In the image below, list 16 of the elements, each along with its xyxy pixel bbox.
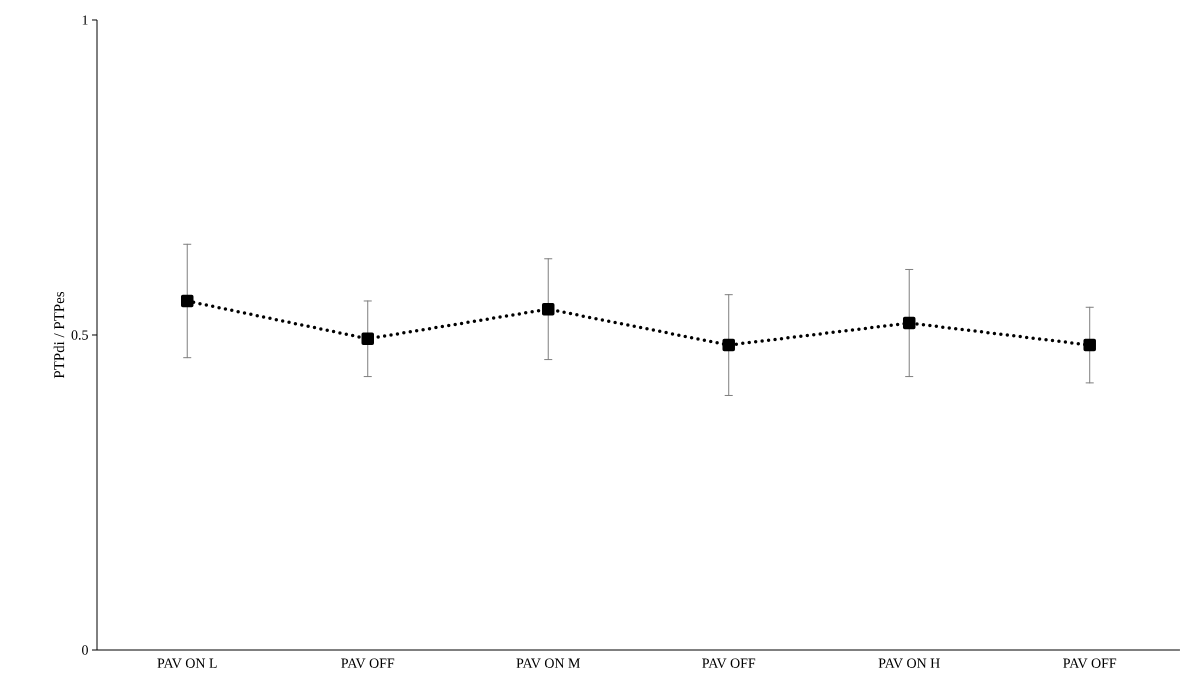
x-tick-label: PAV OFF: [341, 658, 395, 668]
y-tick-label: 1: [82, 15, 88, 25]
point: [722, 338, 735, 352]
y-axis-title: PTPdi / PTPes: [53, 291, 65, 379]
x-tick-label: PAV OFF: [702, 658, 756, 668]
point: [181, 294, 194, 308]
point: [1083, 338, 1096, 352]
x-tick-label: PAV ON H: [878, 658, 940, 668]
y-tick-label: 0.5: [71, 330, 88, 340]
point: [361, 332, 374, 346]
point: [902, 316, 916, 330]
y-tick-label: 0: [82, 645, 88, 655]
x-tick-label: PAV OFF: [1063, 658, 1117, 668]
point: [541, 302, 555, 316]
x-tick-label: PAV ON M: [516, 658, 580, 668]
x-tick-label: PAV ON L: [157, 658, 217, 668]
